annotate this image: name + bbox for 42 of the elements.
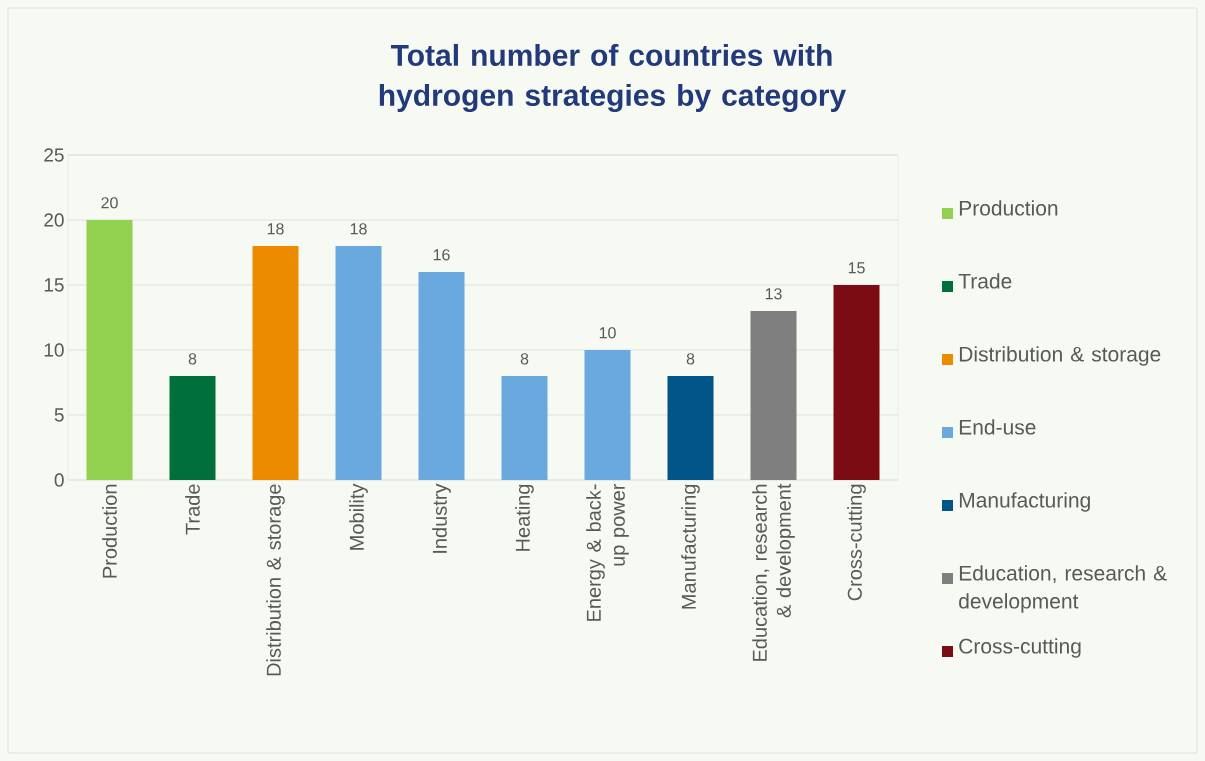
bar [833,285,880,480]
data-label: 20 [101,197,118,209]
y-tick-label: 10 [44,343,64,357]
data-label: 15 [848,262,865,274]
bar [584,350,631,480]
legend-label: Distribution & storage [959,346,1161,366]
data-label: 16 [433,249,450,261]
bar [86,220,133,480]
x-tick-label: Industry [432,483,451,553]
y-tick-label: 5 [54,408,64,422]
data-label: 18 [267,223,284,235]
x-tick-label: Manufacturing [681,484,700,609]
y-tick-label: 25 [44,148,64,162]
bar [252,246,299,480]
bar [418,272,465,480]
legend-label: Production [959,200,1058,216]
chart-title: Total number of countries with hydrogen strategies by category [379,43,847,113]
legend-label: End-use [959,419,1036,435]
bar [750,311,797,480]
x-tick-label: Education, research & development [752,483,795,661]
data-label: 8 [520,353,529,365]
data-label: 10 [599,327,616,339]
bar [335,246,382,480]
x-tick-label: Production [102,484,117,578]
bar [667,376,714,480]
y-tick-label: 15 [44,278,64,292]
x-tick-label: Heating [515,484,534,551]
x-tick-label: Mobility [349,483,368,550]
x-tick-label: Cross-cutting [847,484,866,601]
data-label: 18 [350,223,367,235]
y-tick-label: 0 [54,473,64,487]
data-label: 13 [765,288,782,300]
bar [501,376,548,480]
legend-label: Trade [958,273,1012,289]
x-tick-label: Trade [185,484,200,535]
data-label: 8 [686,353,695,365]
x-tick-label: Energy & back-up power [586,483,629,621]
legend-label: Cross-cutting [959,638,1081,658]
y-tick-label: 20 [44,213,64,227]
data-label: 8 [188,353,197,365]
bar [169,376,216,480]
x-tick-label: Distribution & storage [266,484,285,676]
